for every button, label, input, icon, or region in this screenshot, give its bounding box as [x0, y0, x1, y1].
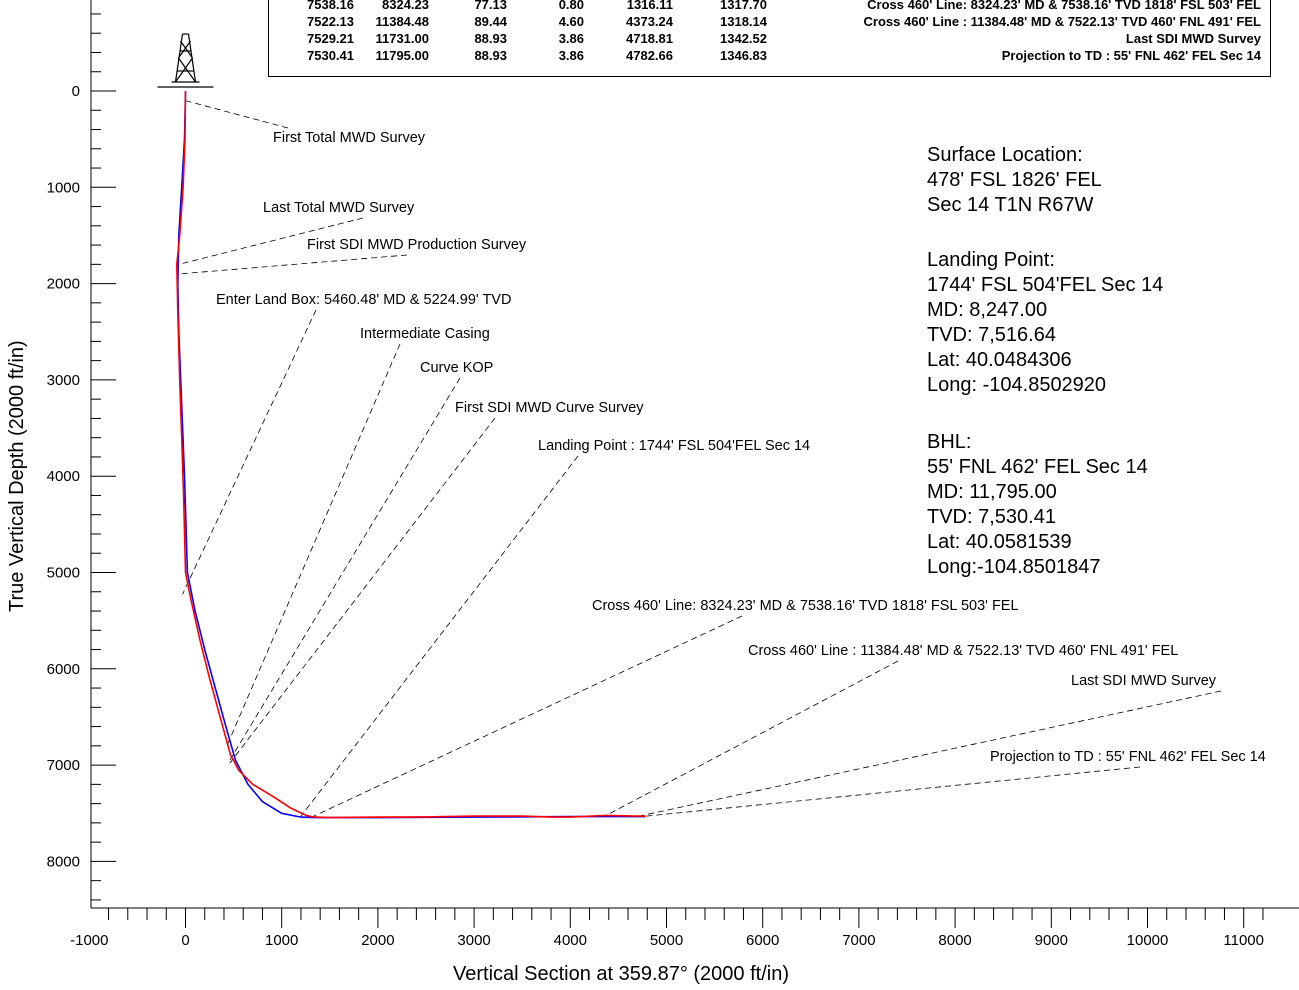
bhl-info: BHL: 55' FNL 462' FEL Sec 14 MD: 11,795.…: [927, 431, 1148, 578]
y-tick-label: 6000: [47, 661, 80, 678]
survey-table-cell: 88.93: [474, 31, 507, 46]
survey-table-cell: 7529.21: [307, 31, 354, 46]
annotation-leader: [185, 100, 289, 129]
survey-table-cell: 11731.00: [375, 31, 429, 46]
survey-table-cell: 3.86: [558, 31, 584, 46]
y-tick-label: 7000: [47, 757, 80, 774]
annotation-leader: [178, 217, 364, 265]
survey-table-cell: 1316.11: [626, 0, 673, 12]
y-tick-label: 3000: [47, 372, 80, 389]
x-tick-label: 8000: [938, 932, 971, 949]
survey-table-cell: 77.13: [474, 0, 507, 12]
x-tick-label: 3000: [457, 932, 490, 949]
x-axis-title: Vertical Section at 359.87° (2000 ft/in): [453, 963, 789, 985]
survey-table-cell: 1317.70: [720, 0, 767, 12]
annotation-leader: [178, 254, 408, 275]
annotation-leader: [300, 455, 579, 817]
survey-table: 7538.16 8324.23 77.13 0.80 1316.11 1317.70 Cro…: [268, 0, 1271, 77]
survey-table-cell: 88.93: [474, 48, 507, 63]
x-tick-label: 0: [181, 932, 189, 949]
x-tick-label: 1000: [265, 932, 298, 949]
survey-table-cell: 3.86: [558, 48, 584, 63]
survey-table-cell: 4782.66: [626, 48, 673, 63]
annotation-leader: [311, 615, 743, 818]
annotation-label: Cross 460' Line : 11384.48' MD & 7522.13…: [748, 643, 1178, 659]
surface-location-info: Surface Location: 478' FSL 1826' FEL Sec…: [927, 144, 1102, 216]
annotation-label: Last Total MWD Survey: [263, 200, 415, 216]
survey-table-cell: 4373.24: [626, 14, 673, 29]
survey-table-row: 7529.21 11731.00 88.93 3.86 4718.81 1342.52 La…: [269, 31, 1269, 48]
x-tick-label: 5000: [650, 932, 683, 949]
survey-table-cell: Cross 460' Line: 8324.23' MD & 7538.16' …: [867, 0, 1261, 12]
annotation-leader: [229, 417, 496, 764]
survey-table-row: 7530.41 11795.00 88.93 3.86 4782.66 1346.83 Pr…: [269, 48, 1269, 65]
survey-table-cell: 89.44: [474, 14, 507, 29]
y-tick-label: 0: [72, 83, 80, 100]
annotation-leader: [606, 660, 899, 816]
annotation-label: First SDI MWD Curve Survey: [455, 400, 644, 416]
x-tick-label: 2000: [361, 932, 394, 949]
y-axis-title: True Vertical Depth (2000 ft/in): [6, 340, 28, 612]
survey-table-cell: 4.60: [558, 14, 584, 29]
annotation-label: Cross 460' Line: 8324.23' MD & 7538.16' …: [592, 598, 1019, 614]
survey-table-cell: 7530.41: [307, 48, 354, 63]
annotation-leader: [226, 343, 401, 746]
y-tick-label: 8000: [47, 853, 80, 870]
x-tick-label: -1000: [70, 932, 108, 949]
y-tick-label: 4000: [47, 468, 80, 485]
y-tick-label: 2000: [47, 276, 80, 293]
survey-table-cell: 11795.00: [375, 48, 429, 63]
x-tick-label: 9000: [1035, 932, 1068, 949]
x-tick-label: 6000: [746, 932, 779, 949]
survey-table-cell: Projection to TD : 55' FNL 462' FEL Sec …: [1001, 48, 1261, 63]
survey-table-cell: Last SDI MWD Survey: [1125, 31, 1261, 46]
survey-table-cell: 1318.14: [720, 14, 767, 29]
annotation-label: Enter Land Box: 5460.48' MD & 5224.99' T…: [216, 292, 511, 308]
survey-table-cell: 8324.23: [382, 0, 429, 12]
y-tick-label: 1000: [47, 179, 80, 196]
rig-icon: [180, 40, 193, 59]
x-tick-label: 10000: [1127, 932, 1169, 949]
survey-table-cell: 0.80: [558, 0, 584, 12]
x-tick-label: 11000: [1223, 932, 1264, 949]
survey-table-row: 7522.13 11384.48 89.44 4.60 4373.24 1318.14 Cr…: [269, 14, 1269, 31]
survey-table-cell: 1342.52: [720, 31, 767, 46]
annotation-label: Curve KOP: [420, 360, 493, 376]
landing-point-info: Landing Point: 1744' FSL 504'FEL Sec 14 …: [927, 249, 1164, 396]
survey-table-cell: 1346.83: [720, 48, 767, 63]
annotation-leader: [229, 377, 461, 761]
annotation-label: Projection to TD : 55' FNL 462' FEL Sec …: [990, 749, 1266, 765]
survey-table-cell: 7522.13: [307, 14, 354, 29]
annotation-leader: [645, 766, 1141, 817]
survey-table-row: 7538.16 8324.23 77.13 0.80 1316.11 1317.70 Cro…: [269, 0, 1269, 14]
survey-table-cell: 11384.48: [375, 14, 429, 29]
rig-icon: [178, 57, 196, 83]
annotation-label: First SDI MWD Production Survey: [307, 237, 527, 253]
y-tick-label: 5000: [47, 565, 80, 582]
annotation-label: Intermediate Casing: [360, 326, 490, 342]
rig-icon: [175, 57, 193, 83]
actual-wellpath-line: [176, 90, 646, 819]
survey-table-cell: Cross 460' Line : 11384.48' MD & 7522.13…: [863, 14, 1261, 29]
x-tick-label: 7000: [842, 932, 875, 949]
annotation-label: Landing Point : 1744' FSL 504'FEL Sec 14: [538, 438, 810, 454]
survey-table-cell: 7538.16: [307, 0, 354, 12]
annotation-leader: [182, 309, 317, 595]
annotation-leader: [639, 690, 1222, 817]
rig-icon: [178, 40, 191, 59]
annotation-label: First Total MWD Survey: [273, 130, 426, 146]
annotation-label: Last SDI MWD Survey: [1071, 673, 1217, 689]
survey-table-cell: 4718.81: [626, 31, 673, 46]
x-tick-label: 4000: [554, 932, 587, 949]
